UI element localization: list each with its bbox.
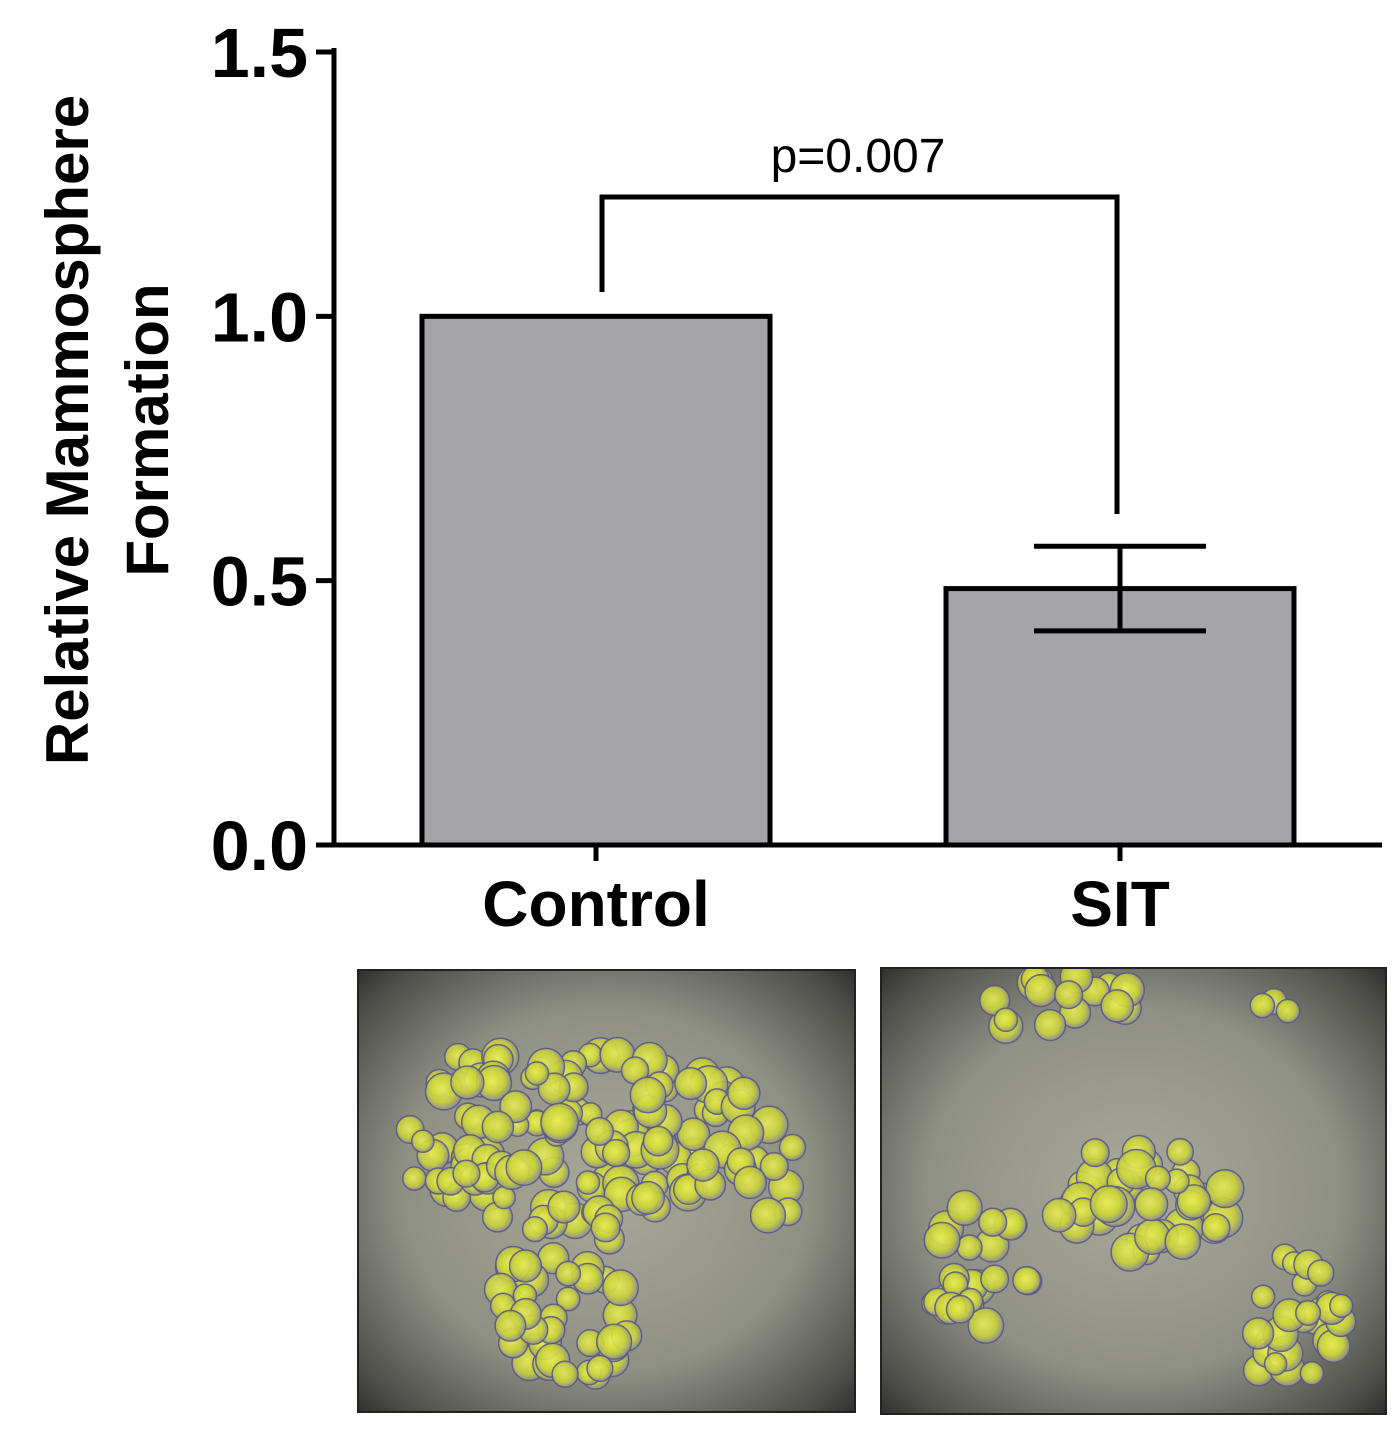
- cell-cluster-large: [508, 1249, 543, 1283]
- cell-cluster-large: [505, 1149, 543, 1187]
- cell-cluster-small: [1250, 1284, 1276, 1310]
- cell-cluster-large: [585, 1117, 615, 1146]
- x-tick-label: SIT: [1070, 868, 1170, 940]
- cell-cluster-large: [733, 1165, 767, 1200]
- cell-cluster-small: [1201, 1213, 1231, 1243]
- cell-cluster-large: [555, 1286, 581, 1312]
- cell-cluster-small: [1299, 1360, 1325, 1386]
- cell-cluster-small: [1295, 1299, 1322, 1326]
- cell-cluster-large: [450, 1065, 485, 1100]
- bar-control: [419, 313, 773, 848]
- cell-cluster-small: [1134, 1187, 1169, 1222]
- cell-cluster-small: [1134, 1218, 1171, 1255]
- cell-cluster-large: [452, 1159, 481, 1188]
- cell-cluster-large: [595, 1323, 633, 1360]
- y-tick-label: 1.5: [211, 14, 308, 92]
- cell-cluster-large: [674, 1067, 708, 1101]
- cell-cluster-small: [1089, 1185, 1128, 1224]
- cell-cluster-small: [1275, 998, 1301, 1024]
- cell-cluster-large: [586, 1354, 614, 1383]
- cell-cluster-small: [945, 1294, 975, 1324]
- cell-cluster-large: [411, 1129, 435, 1154]
- cell-cluster-large: [481, 1110, 515, 1144]
- y-tick-label: 0.5: [211, 543, 308, 621]
- cell-cluster-small: [1329, 1293, 1354, 1318]
- cell-cluster-small: [1205, 1168, 1245, 1209]
- cell-cluster-small: [1164, 1223, 1202, 1260]
- cell-cluster-large: [778, 1133, 807, 1162]
- cell-cluster-small: [1041, 1197, 1077, 1233]
- cell-cluster-large: [524, 1061, 550, 1086]
- cell-cluster-large: [590, 1212, 621, 1243]
- cell-cluster-small: [978, 1207, 1008, 1237]
- cell-cluster-large: [686, 1148, 720, 1182]
- cell-cluster-large: [642, 1125, 674, 1157]
- y-tick-label: 1.0: [211, 278, 308, 356]
- cell-cluster-small: [993, 1007, 1019, 1033]
- cell-cluster-large: [494, 1309, 527, 1342]
- cell-cluster-small: [1100, 989, 1135, 1023]
- cell-cluster-small: [1012, 1265, 1042, 1296]
- cell-cluster-large: [727, 1076, 761, 1110]
- cell-cluster-large: [602, 1269, 639, 1307]
- cell-cluster-large: [521, 1216, 549, 1243]
- cell-cluster-small: [1033, 1008, 1067, 1042]
- cell-cluster-small: [1144, 1165, 1171, 1192]
- cell-cluster-small: [1166, 1137, 1195, 1166]
- cell-cluster-small: [1176, 1184, 1212, 1220]
- cell-cluster-small: [923, 1221, 961, 1259]
- cell-cluster-small: [980, 1264, 1010, 1294]
- cell-cluster-large: [676, 1117, 711, 1152]
- cell-cluster-small: [1080, 1138, 1110, 1168]
- cell-cluster-large: [759, 1151, 789, 1182]
- cell-cluster-large: [551, 1360, 579, 1388]
- cell-cluster-large: [629, 1076, 667, 1114]
- cell-cluster-small: [1307, 1259, 1335, 1287]
- cell-cluster-large: [555, 1260, 582, 1287]
- cell-cluster-large: [749, 1197, 787, 1234]
- cell-cluster-large: [575, 1170, 601, 1195]
- cell-cluster-small: [1054, 980, 1084, 1010]
- y-axis-title-line-2: Formation: [114, 283, 181, 576]
- cell-cluster-small: [1241, 1317, 1275, 1350]
- cell-cluster-small: [946, 1189, 983, 1227]
- sit-micrograph: [881, 968, 1386, 1414]
- cell-cluster-large: [631, 1180, 666, 1215]
- cell-cluster-small: [1024, 973, 1058, 1008]
- y-axis-title-line-1: Relative Mammosphere: [34, 95, 101, 765]
- significance-bracket: [599, 194, 1120, 514]
- cell-cluster-large: [601, 1138, 631, 1168]
- cell-cluster-small: [1249, 992, 1276, 1019]
- p-value-label: p=0.007: [771, 130, 946, 183]
- cell-cluster-large: [547, 1190, 581, 1224]
- cell-cluster-large: [540, 1102, 580, 1142]
- y-tick-label: 0.0: [211, 807, 308, 885]
- control-micrograph: [358, 970, 855, 1412]
- cell-cluster-large: [402, 1166, 427, 1192]
- x-tick-label: Control: [482, 868, 710, 940]
- cell-cluster-small: [967, 1307, 1005, 1344]
- cell-cluster-small: [1263, 1352, 1288, 1376]
- cell-cluster-small: [956, 1234, 983, 1261]
